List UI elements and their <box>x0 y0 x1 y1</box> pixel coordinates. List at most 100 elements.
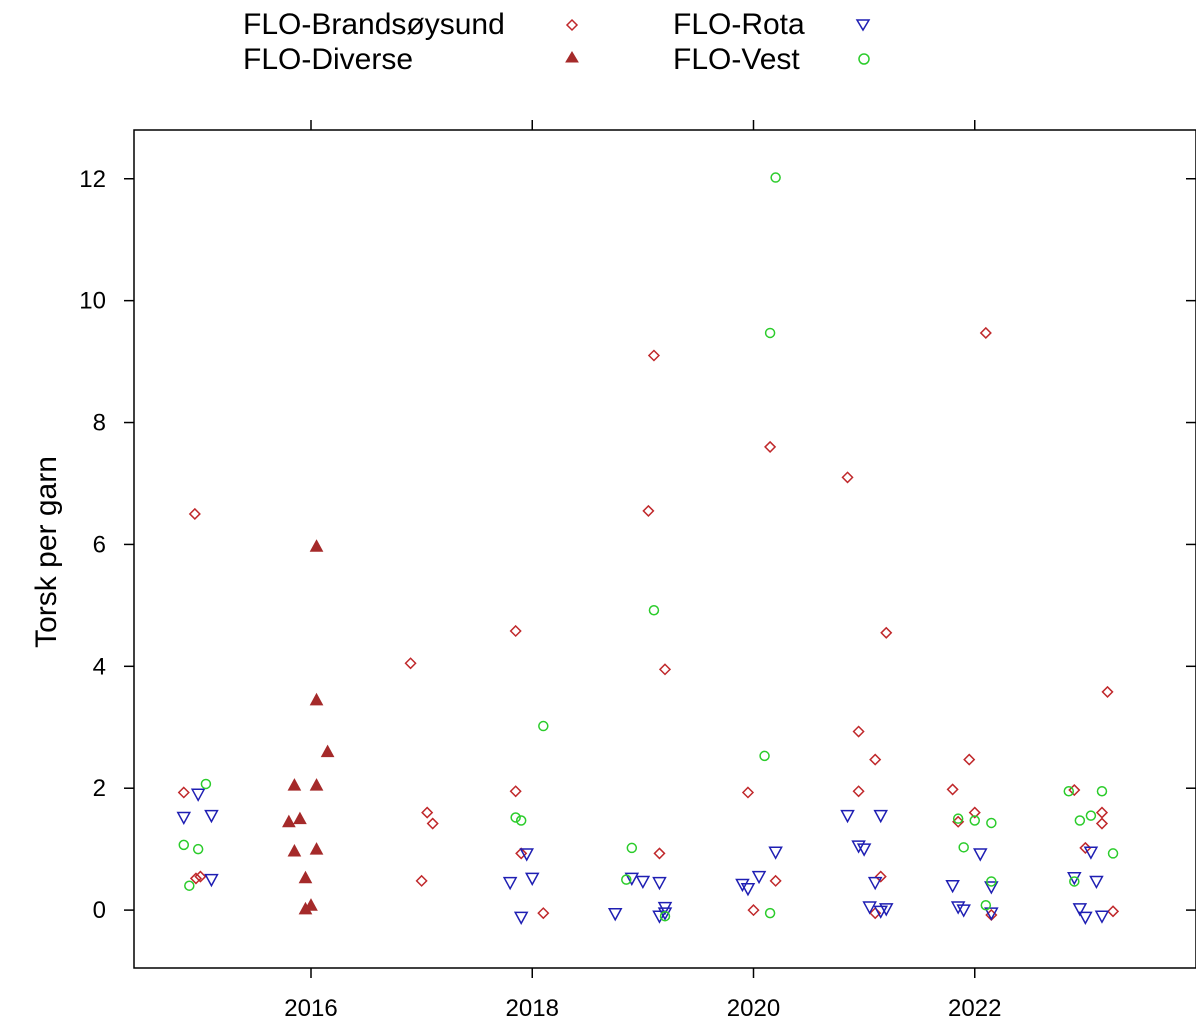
point-rota-19 <box>840 809 855 824</box>
y-axis-label: Torsk per garn <box>30 456 63 648</box>
point-brandsoysund-36 <box>1095 817 1109 830</box>
point-rota-8 <box>607 908 623 922</box>
point-rota-15 <box>735 878 750 893</box>
point-rota-27 <box>945 879 960 894</box>
point-vest-19 <box>986 817 997 829</box>
point-diverse-0 <box>282 814 296 828</box>
point-brandsoysund-28 <box>952 815 965 828</box>
point-vest-14 <box>770 172 781 183</box>
point-vest-4 <box>510 812 521 823</box>
point-rota-32 <box>984 907 999 921</box>
point-brandsoysund-25 <box>874 870 887 883</box>
point-vest-7 <box>621 874 632 885</box>
point-brandsoysund-5 <box>415 874 428 887</box>
point-brandsoysund-9 <box>509 785 522 798</box>
point-diverse-1 <box>287 778 302 791</box>
point-brandsoysund-7 <box>426 817 439 830</box>
data-points <box>176 172 1120 925</box>
point-diverse-2 <box>287 843 302 857</box>
legend-label-rota: FLO-Rota <box>673 8 805 41</box>
point-diverse-3 <box>293 811 307 825</box>
legend-label-brandsoysund: FLO-Brandsøysund <box>243 8 505 41</box>
point-brandsoysund-14 <box>653 847 666 860</box>
point-rota-0 <box>176 811 192 826</box>
point-vest-5 <box>515 815 527 826</box>
point-rota-29 <box>956 904 971 918</box>
point-rota-17 <box>751 870 767 885</box>
y-tick-label-12: 12 <box>79 166 106 193</box>
point-rota-24 <box>873 809 888 824</box>
point-vest-9 <box>648 605 660 616</box>
point-brandsoysund-1 <box>188 507 201 521</box>
point-brandsoysund-33 <box>1068 783 1081 797</box>
legend-key-brandsoysund <box>565 18 579 32</box>
point-rota-7 <box>524 872 540 886</box>
point-diverse-7 <box>309 539 324 552</box>
point-brandsoysund-6 <box>421 806 434 819</box>
point-brandsoysund-38 <box>1106 905 1120 918</box>
point-brandsoysund-22 <box>852 785 865 798</box>
point-rota-5 <box>513 911 529 925</box>
point-vest-18 <box>980 899 992 911</box>
point-diverse-6 <box>304 898 318 911</box>
point-vest-0 <box>178 839 190 851</box>
point-rota-37 <box>1089 875 1104 890</box>
point-vest-20 <box>986 876 997 887</box>
legend-label-diverse: FLO-Diverse <box>243 43 414 76</box>
point-brandsoysund-17 <box>747 904 760 917</box>
axis-ticks: 2016 2018 2020 2022 0 2 4 6 8 10 12 <box>79 120 1196 1022</box>
point-brandsoysund-29 <box>963 753 976 766</box>
point-diverse-9 <box>309 778 324 791</box>
point-vest-6 <box>538 720 549 732</box>
x-tick-label-2020: 2020 <box>727 995 780 1022</box>
point-vest-16 <box>958 842 969 853</box>
y-tick-label-10: 10 <box>79 288 106 315</box>
point-brandsoysund-18 <box>764 440 777 453</box>
x-tick-label-2018: 2018 <box>506 995 559 1022</box>
point-rota-36 <box>1083 846 1099 860</box>
point-rota-35 <box>1078 911 1093 925</box>
point-rota-21 <box>856 843 872 857</box>
point-vest-2 <box>192 843 204 855</box>
point-rota-28 <box>950 901 966 915</box>
point-rota-18 <box>768 846 783 860</box>
point-rota-31 <box>984 881 999 895</box>
point-brandsoysund-23 <box>869 753 882 766</box>
point-rota-20 <box>851 840 866 854</box>
point-rota-1 <box>190 788 206 802</box>
point-vest-26 <box>1107 848 1119 859</box>
point-rota-11 <box>652 876 667 891</box>
legend-key-rota <box>855 19 871 32</box>
point-brandsoysund-30 <box>968 806 981 819</box>
point-rota-9 <box>624 872 640 886</box>
y-tick-label-2: 2 <box>93 775 106 802</box>
point-brandsoysund-16 <box>741 786 755 799</box>
y-tick-label-0: 0 <box>93 897 106 924</box>
point-vest-21 <box>1063 786 1075 797</box>
point-brandsoysund-10 <box>515 847 528 860</box>
point-rota-23 <box>867 876 883 891</box>
point-rota-12 <box>652 910 667 924</box>
point-brandsoysund-20 <box>841 471 854 484</box>
plot-frame <box>133 129 1196 969</box>
point-brandsoysund-24 <box>869 907 882 920</box>
point-brandsoysund-37 <box>1101 685 1114 698</box>
point-brandsoysund-12 <box>642 504 655 517</box>
point-brandsoysund-34 <box>1079 841 1092 854</box>
point-diverse-10 <box>309 842 324 855</box>
y-tick-label-6: 6 <box>93 531 106 558</box>
point-rota-38 <box>1094 910 1110 924</box>
legend-label-vest: FLO-Vest <box>673 43 800 76</box>
point-brandsoysund-21 <box>852 725 865 738</box>
point-vest-22 <box>1069 876 1080 887</box>
point-vest-25 <box>1096 786 1108 797</box>
point-vest-23 <box>1074 815 1086 826</box>
point-diverse-5 <box>298 870 313 884</box>
point-brandsoysund-27 <box>946 783 959 796</box>
point-rota-3 <box>204 873 219 888</box>
point-rota-34 <box>1072 903 1088 917</box>
point-vest-10 <box>659 910 671 922</box>
y-tick-label-8: 8 <box>93 410 106 437</box>
point-diverse-11 <box>320 744 335 758</box>
y-tick-label-4: 4 <box>93 653 106 680</box>
